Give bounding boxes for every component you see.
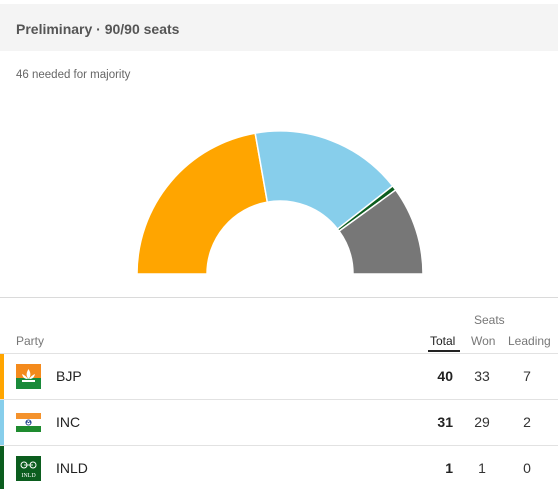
party-name: INLD [56,460,88,476]
results-title: Preliminary · 90/90 seats [16,21,180,37]
majority-note: 46 needed for majority [16,69,131,81]
party-name: BJP [56,368,82,384]
won-seats: 1 [478,460,486,476]
seat-segment-bjp[interactable] [136,132,269,275]
table-row[interactable]: INLD INLD 1 1 0 [0,445,558,489]
total-seats: 1 [445,460,453,476]
column-total[interactable]: Total [430,334,456,348]
total-sort-indicator [428,350,460,352]
column-leading[interactable]: Leading [508,334,551,348]
won-seats: 29 [474,414,490,430]
divider [0,297,558,298]
party-color-bar [0,400,4,446]
bjp-lotus-logo [16,364,41,389]
total-seats: 31 [437,414,453,430]
leading-seats: 0 [523,460,531,476]
seat-segment-others[interactable] [338,188,424,275]
party-color-bar [0,446,4,489]
inc-flag-logo [16,410,41,435]
inld-logo: INLD [16,456,41,481]
leading-seats: 7 [523,368,531,384]
won-seats: 33 [474,368,490,384]
svg-text:INLD: INLD [21,473,36,479]
party-name: INC [56,414,81,430]
seat-chart-arcs [136,130,424,275]
table-row[interactable]: BJP 40 33 7 [0,353,558,400]
leading-seats: 2 [523,414,531,430]
column-party: Party [16,334,45,348]
header-bar: Preliminary · 90/90 seats [0,0,558,51]
table-row[interactable]: INC 31 29 2 [0,399,558,446]
seat-chart [136,130,424,275]
seats-header: Seats [474,313,505,327]
party-color-bar [0,354,4,400]
total-seats: 40 [437,368,453,384]
column-won[interactable]: Won [471,334,496,348]
